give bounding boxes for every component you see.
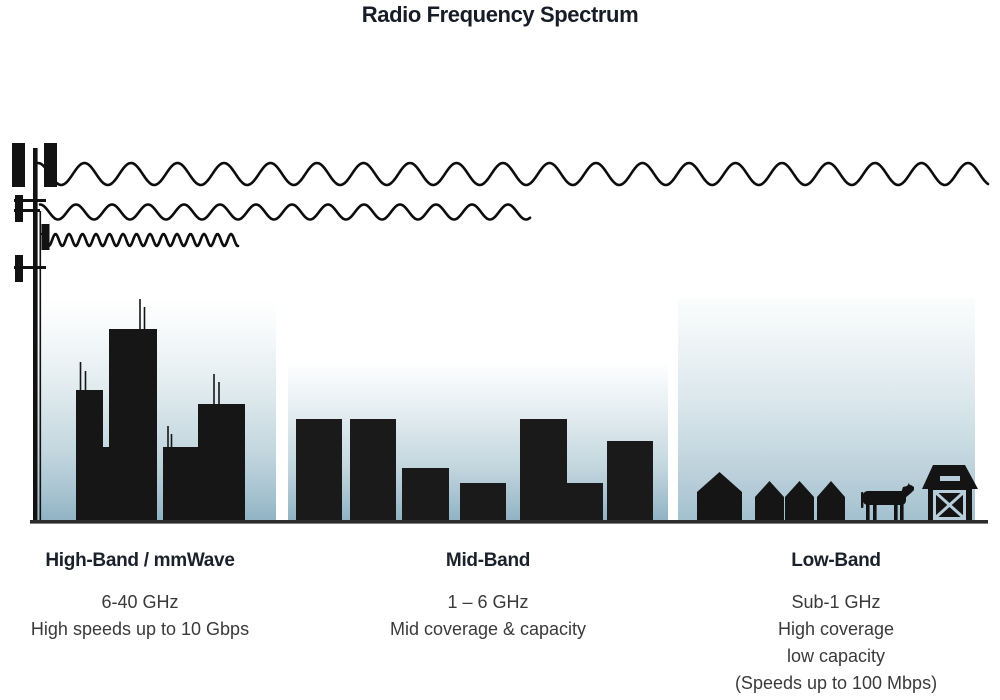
high-band-frequency: 6-40 GHz [101, 592, 179, 612]
mid-band-skyline-icon [296, 419, 653, 522]
low-band-wave [36, 161, 990, 187]
cow-icon [861, 483, 914, 520]
tower-pole [33, 148, 38, 523]
tower-crossbar [14, 199, 46, 202]
mid-band-frequency: 1 – 6 GHz [447, 592, 529, 612]
house-icon [755, 481, 784, 520]
cell-tower-icon [12, 143, 57, 523]
tower-antenna-panel [41, 224, 50, 250]
low-band-speed-note: (Speeds up to 100 Mbps) [734, 673, 938, 693]
high-band-heading: High-Band / mmWave [45, 550, 235, 571]
barn-door [933, 490, 966, 520]
high-band-wave [40, 232, 240, 248]
house-icon [817, 481, 845, 520]
mid-band-label: Mid-Band 1 – 6 GHz Mid coverage & capaci… [368, 550, 608, 643]
mid-band-heading: Mid-Band [445, 550, 531, 571]
tower-antenna-panel [15, 195, 23, 222]
page-title: Radio Frequency Spectrum [361, 2, 639, 27]
building-antennas [79, 299, 220, 449]
tower-antenna-panel [15, 255, 23, 282]
house-icons [697, 472, 845, 520]
barn-loft-window [940, 476, 960, 481]
high-band-description: High speeds up to 10 Gbps [30, 619, 250, 639]
low-band-description: High coverage [777, 619, 895, 639]
mid-band-wave [38, 203, 532, 221]
tower-antenna-panel [44, 143, 57, 187]
house-icon [697, 472, 742, 520]
city-skyline-icon [76, 299, 245, 522]
low-band-frequency: Sub-1 GHz [791, 592, 881, 612]
ground-line [30, 520, 988, 524]
low-band-description-2: low capacity [786, 646, 886, 666]
high-band-label: High-Band / mmWave 6-40 GHz High speeds … [20, 550, 260, 643]
low-band-heading: Low-Band [791, 550, 881, 571]
tower-crossbar [14, 209, 40, 212]
mid-band-description: Mid coverage & capacity [389, 619, 587, 639]
tower-crossbar [14, 266, 46, 269]
tower-pole-line [39, 211, 42, 523]
house-icon [785, 481, 814, 520]
tower-antenna-panel [12, 143, 25, 187]
low-band-label: Low-Band Sub-1 GHz High coverage low cap… [716, 550, 956, 697]
barn-icon [922, 465, 978, 520]
